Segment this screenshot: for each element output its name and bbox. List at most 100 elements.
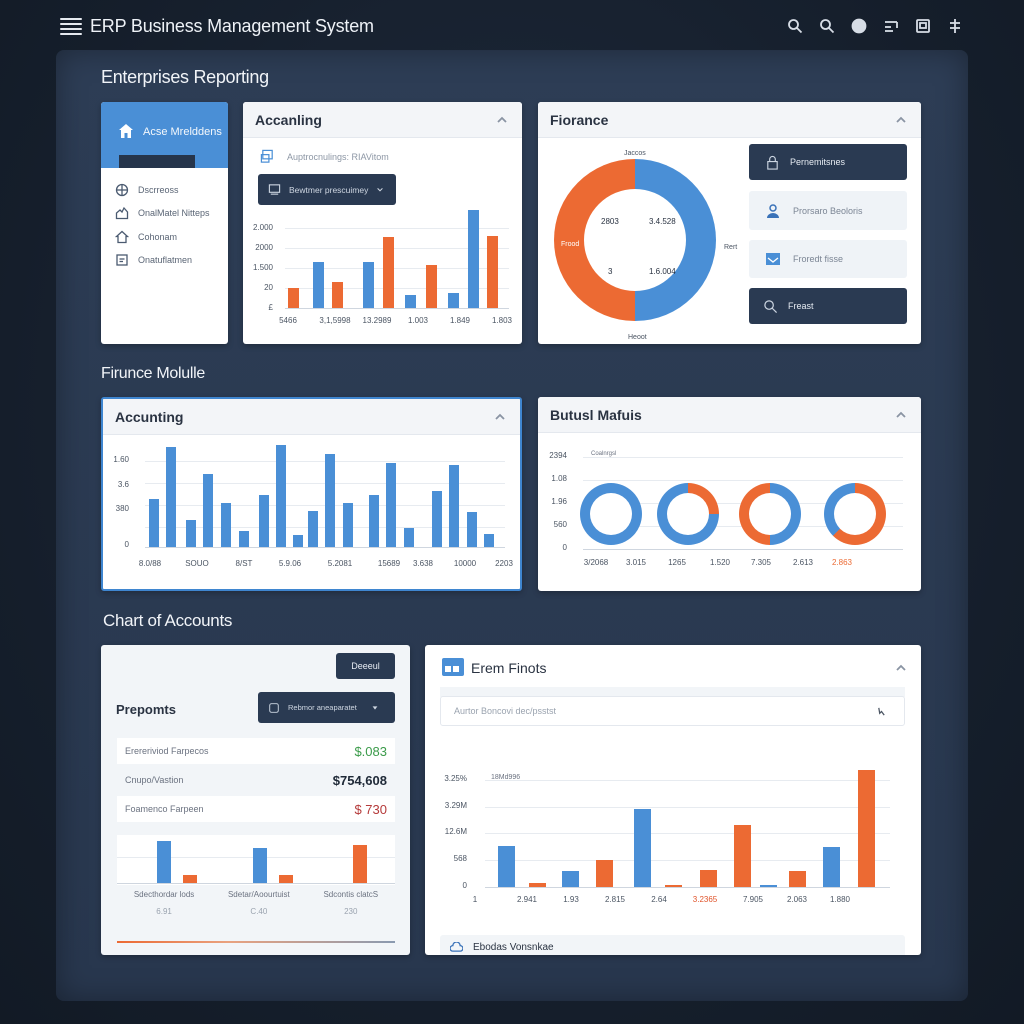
finance-card: Fiorance Jaccos Frood Rert Heoot 2803 3.…	[538, 102, 921, 344]
budget-donut-chart: Coalnrgsl 2394 1.08 1.96 560 0 3/2068 3.…	[549, 451, 903, 567]
bar	[405, 295, 416, 308]
x-tick: 1.803	[491, 316, 513, 325]
collapse-chevron-icon[interactable]	[895, 408, 907, 420]
reports-title: Prepomts	[116, 702, 176, 717]
home-icon	[117, 122, 135, 140]
sidebar-header[interactable]: Acse Mrelddens	[101, 102, 228, 168]
button-label: Froredt fisse	[793, 254, 844, 264]
chevron-down-icon	[377, 187, 384, 192]
hamburger-menu-icon[interactable]	[60, 18, 82, 35]
donut-label: 3.4.528	[649, 217, 676, 226]
bar	[332, 282, 343, 308]
account-row[interactable]: Foamenco Farpeen $ 730	[117, 796, 395, 822]
y-tick: 0	[562, 543, 567, 552]
inbox-icon	[766, 253, 780, 265]
x-tick: 7.905	[742, 895, 764, 904]
search-icon[interactable]	[818, 16, 836, 36]
permissions-button[interactable]: Pernemitsnes	[749, 144, 907, 180]
y-tick: 2000	[255, 243, 273, 252]
collapse-chevron-icon[interactable]	[895, 661, 907, 673]
sidebar-item[interactable]: Dscrreoss	[115, 178, 214, 202]
search-icon[interactable]	[786, 16, 804, 36]
search-input[interactable]: Aurtor Boncovi dec/psstst	[440, 696, 905, 726]
donut	[824, 483, 886, 545]
group-value: 230	[344, 907, 358, 916]
x-tick: 3.015	[625, 558, 647, 567]
collapse-chevron-icon[interactable]	[494, 410, 506, 422]
chevron-down-icon	[372, 705, 378, 710]
y-tick: 2394	[549, 451, 567, 460]
x-tick: 2.863	[831, 558, 853, 567]
sidebar-item[interactable]: Cohonam	[115, 225, 214, 249]
default-button[interactable]: Deeeul	[336, 653, 395, 679]
section-title-chart-of-accounts: Chart of Accounts	[103, 611, 233, 630]
group-label: Sdecthordar lods	[133, 890, 195, 899]
y-tick: 1.60	[113, 455, 129, 464]
sidebar-item[interactable]: Onatuflatmen	[115, 249, 214, 273]
x-tick: 1265	[668, 558, 686, 567]
y-tick: 1.500	[252, 263, 273, 272]
personal-button[interactable]: Prorsaro Beoloris	[749, 191, 907, 230]
window-icon[interactable]	[914, 16, 932, 36]
card-header: Accanling	[243, 102, 522, 138]
x-tick: 3.2365	[692, 895, 718, 904]
x-tick: 5.9.06	[278, 559, 302, 568]
card-header: Accunting	[103, 399, 520, 435]
accounting-dropdown[interactable]: Bewtmer prescuimey	[258, 174, 396, 205]
button-label: Prorsaro Beoloris	[793, 205, 863, 216]
bar	[448, 293, 459, 308]
x-tick: 3,1,5998	[319, 316, 351, 325]
x-tick: 8/ST	[235, 559, 253, 568]
account-row[interactable]: Erereriviod Farpecos $.083	[117, 738, 395, 764]
sidebar-active-indicator	[119, 155, 195, 168]
y-tick: 3.6	[117, 480, 129, 489]
x-tick: 1.849	[449, 316, 471, 325]
sidebar-item[interactable]: OnalMatel Nitteps	[115, 202, 214, 226]
card-title: Erem Finots	[471, 660, 547, 676]
sidebar-header-label: Acse Mrelddens	[143, 126, 222, 138]
search-button[interactable]: Freast	[749, 288, 907, 324]
row-label: Foamenco Farpeen	[125, 804, 204, 814]
budget-card: Butusl Mafuis Coalnrgsl 2394 1.08 1.96 5…	[538, 397, 921, 591]
y-tick: 568	[453, 854, 467, 863]
chart-legend: Coalnrgsl	[591, 451, 617, 457]
server-icon	[442, 658, 464, 676]
donut-label: Rert	[724, 244, 738, 251]
x-tick: 13.2989	[362, 316, 392, 325]
y-tick: 20	[264, 283, 273, 292]
donut-label: Frood	[561, 241, 580, 248]
donut	[580, 483, 642, 545]
donut-label: Jaccos	[624, 150, 646, 157]
donut	[657, 483, 719, 545]
top-toolbar	[786, 16, 964, 36]
product-button[interactable]: Froredt fisse	[749, 240, 907, 278]
accounting-module-bar-chart: 1.60 3.6 380 0 8.0/88 SOUO 8/ST 5.9.06 5…	[113, 445, 513, 568]
row-amount: $.083	[354, 743, 387, 759]
notification-icon[interactable]	[850, 16, 868, 36]
card-subtitle: Auptrocnulings: RIAVitom	[287, 151, 389, 162]
group-label: Sdetar/Aoourtuist	[227, 890, 290, 899]
button-label: Pernemitsnes	[790, 157, 846, 167]
sidebar-item-label: Dscrreoss	[138, 184, 179, 195]
sidebar-item-label: Onatuflatmen	[138, 255, 193, 266]
collapse-chevron-icon[interactable]	[496, 113, 508, 125]
y-tick: 1.08	[551, 474, 567, 483]
reports-dropdown[interactable]: Rebmor aneaparatet	[258, 692, 395, 723]
card-header: Fiorance	[538, 102, 921, 138]
x-tick: 2.64	[651, 895, 667, 904]
collapse-chevron-icon[interactable]	[895, 113, 907, 125]
card-title: Butusl Mafuis	[550, 406, 642, 423]
x-tick: 10000	[453, 559, 477, 568]
footer-bar[interactable]: Ebodas Vonsnkae	[440, 935, 905, 955]
document-icon	[269, 702, 279, 713]
home-icon	[115, 230, 129, 243]
card-title: Accunting	[115, 408, 184, 425]
x-tick: 2.613	[792, 558, 814, 567]
account-row[interactable]: Cnupo/Vastion $754,608	[117, 767, 395, 793]
settings-icon[interactable]	[946, 16, 964, 36]
section-title-finance-module: Firunce Molulle	[101, 365, 205, 382]
list-icon[interactable]	[882, 16, 900, 36]
x-tick: 5.2081	[327, 559, 353, 568]
card-subtitle-row: Auptrocnulings: RIAVitom	[260, 149, 389, 164]
y-tick: 560	[553, 520, 567, 529]
